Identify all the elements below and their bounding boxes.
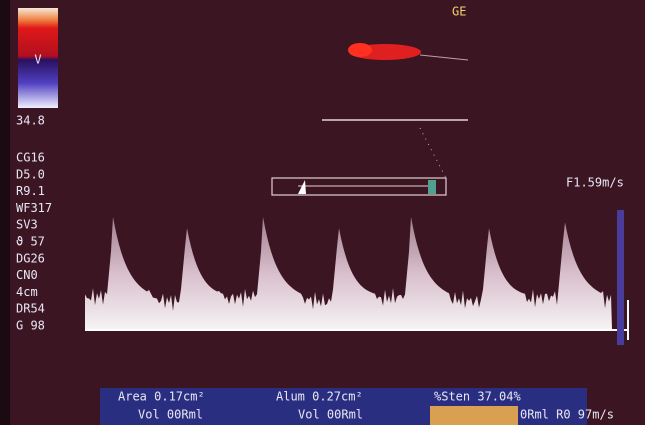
logo: GE <box>452 5 466 19</box>
measurement: %Sten 37.04% <box>434 390 521 404</box>
background <box>0 0 645 425</box>
highlight <box>430 406 518 425</box>
parameter: CG16 <box>16 151 45 165</box>
measurement: 0Rml R0 97m/s <box>520 408 614 422</box>
scale-label: F1.59m/s <box>566 176 624 190</box>
measurement: Area 0.17cm² <box>118 390 205 404</box>
color-bar-label: V <box>34 53 41 67</box>
parameter: G 98 <box>16 319 45 333</box>
parameter: SV3 <box>16 218 38 232</box>
parameter: 4cm <box>16 285 38 299</box>
ultrasound-screen: V 34.8 GE CG16 D5.0 R9.1 WF317 SV3 ϑ 57 DG26 CN… <box>0 0 645 425</box>
measurement: Vol 00Rml <box>298 408 363 422</box>
measurement: Alum 0.27cm² <box>276 390 363 404</box>
color-bar-max: 34.8 <box>16 114 45 128</box>
parameter: CN0 <box>16 268 38 282</box>
parameter: R9.1 <box>16 184 45 198</box>
measurement: Vol 00Rml <box>138 408 203 422</box>
parameter: ϑ 57 <box>16 235 45 249</box>
gate-marker <box>428 180 436 194</box>
velocity-scale <box>617 210 624 345</box>
parameter: DR54 <box>16 302 45 316</box>
parameter: WF317 <box>16 201 52 215</box>
parameter: DG26 <box>16 251 45 265</box>
parameter: D5.0 <box>16 167 45 181</box>
flow-blob <box>348 43 372 57</box>
edge <box>0 0 10 425</box>
